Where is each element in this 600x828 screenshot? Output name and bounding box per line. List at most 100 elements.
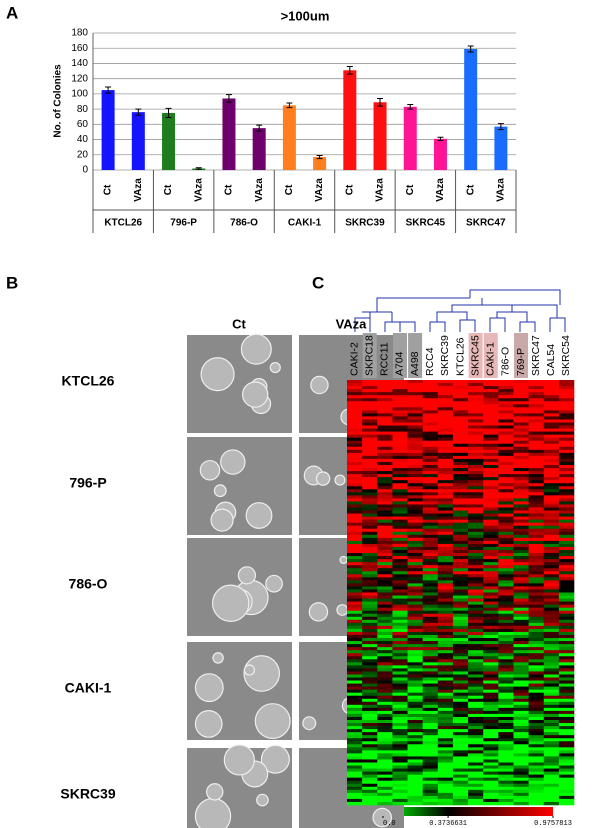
heatmap-cell	[483, 607, 499, 612]
heatmap-cell	[392, 483, 408, 487]
heatmap-cell	[392, 707, 408, 712]
heatmap-cell	[468, 592, 484, 596]
heatmap-cell	[422, 762, 439, 766]
heatmap-cell	[347, 795, 363, 800]
error-bar	[105, 86, 112, 94]
heatmap-cell	[452, 628, 469, 633]
heatmap-cell	[452, 580, 469, 584]
heatmap-cell	[377, 680, 393, 684]
heatmap-cell	[543, 525, 560, 530]
heatmap-cell	[407, 492, 423, 496]
heatmap-cell	[407, 461, 423, 466]
heatmap-cell	[437, 762, 454, 766]
heatmap-cell	[513, 392, 529, 396]
heatmap-cell	[452, 483, 469, 487]
heatmap-cell	[528, 601, 545, 605]
heatmap-cell	[452, 489, 469, 493]
heatmap-cell	[528, 586, 545, 590]
heatmap-cell	[437, 625, 454, 630]
heatmap-cell	[513, 701, 529, 706]
heatmap-cell	[513, 401, 529, 405]
sample-label: 786-O	[500, 347, 512, 376]
heatmap-cell	[362, 741, 378, 745]
heatmap-cell	[498, 568, 514, 572]
heatmap-cell	[377, 786, 393, 791]
heatmap-cell	[377, 422, 393, 426]
heatmap-cell	[468, 507, 484, 511]
heatmap-cell	[407, 759, 423, 763]
heatmap-cell	[543, 668, 560, 672]
heatmap-cell	[392, 422, 408, 426]
heatmap-cell	[483, 461, 499, 466]
heatmap-cell	[362, 635, 378, 639]
heatmap-cell	[543, 474, 560, 478]
heatmap-cell	[543, 501, 560, 505]
heatmap-cell	[437, 443, 454, 448]
heatmap-cell	[558, 589, 575, 593]
heatmap-cell	[498, 783, 514, 788]
heatmap-cell	[513, 395, 529, 399]
heatmap-cell	[347, 747, 363, 751]
heatmap-cell	[422, 404, 439, 408]
heatmap-cell	[558, 516, 575, 520]
heatmap-cell	[407, 647, 423, 651]
heatmap-cell	[513, 641, 529, 645]
heatmap-cell	[558, 410, 575, 414]
colony	[265, 574, 283, 593]
heatmap-cell	[498, 635, 514, 639]
colony	[194, 673, 224, 703]
heatmap-cell	[377, 528, 393, 533]
heatmap-cell	[528, 519, 545, 523]
heatmap-cell	[392, 759, 408, 763]
heatmap-cell	[392, 559, 408, 563]
heatmap-cell	[437, 434, 454, 438]
heatmap-cell	[377, 628, 393, 633]
heatmap-cell	[422, 707, 439, 712]
heatmap-cell	[437, 437, 454, 442]
heatmap-cell	[392, 601, 408, 605]
heatmap-cell	[468, 695, 484, 700]
heatmap-cell	[437, 519, 454, 523]
heatmap-cell	[377, 625, 393, 630]
heatmap-cell	[392, 647, 408, 651]
heatmap-cell	[347, 553, 363, 557]
heatmap-cell	[377, 598, 393, 602]
heatmap-cell	[452, 647, 469, 651]
heatmap-cell	[362, 468, 378, 472]
heatmap-cell	[558, 565, 575, 569]
heatmap-cell	[452, 513, 469, 517]
heatmap-cell	[498, 477, 514, 481]
heatmap-cell	[362, 762, 378, 766]
heatmap-cell	[422, 489, 439, 493]
heatmap-cell	[498, 716, 514, 721]
heatmap-cell	[543, 741, 560, 745]
heatmap-cell	[437, 716, 454, 721]
colony	[315, 471, 331, 486]
heatmap-cell	[452, 553, 469, 557]
heatmap-cell	[543, 759, 560, 763]
x-tick-label: Ct	[344, 184, 355, 195]
heatmap-cell	[558, 786, 575, 791]
heatmap-cell	[407, 653, 423, 657]
heatmap-cell	[377, 461, 393, 466]
heatmap-cell	[437, 389, 454, 393]
heatmap-cell	[498, 410, 514, 414]
heatmap-cell	[422, 732, 439, 736]
heatmap-cell	[468, 431, 484, 435]
heatmap-cell	[483, 616, 499, 621]
heatmap-cell	[558, 513, 575, 517]
heatmap-cell	[452, 495, 469, 499]
heatmap-cell	[437, 531, 454, 536]
heatmap-cell	[377, 735, 393, 739]
heatmap-cell	[468, 713, 484, 718]
heatmap-cell	[543, 480, 560, 484]
heatmap-cell	[452, 440, 469, 445]
heatmap-cell	[452, 458, 469, 463]
heatmap-cell	[452, 540, 469, 545]
heatmap-cell	[362, 461, 378, 466]
heatmap-cell	[437, 726, 454, 730]
heatmap-cell	[558, 416, 575, 420]
heatmap-cell	[407, 519, 423, 523]
heatmap-cell	[498, 489, 514, 493]
heatmap-cell	[422, 789, 439, 794]
